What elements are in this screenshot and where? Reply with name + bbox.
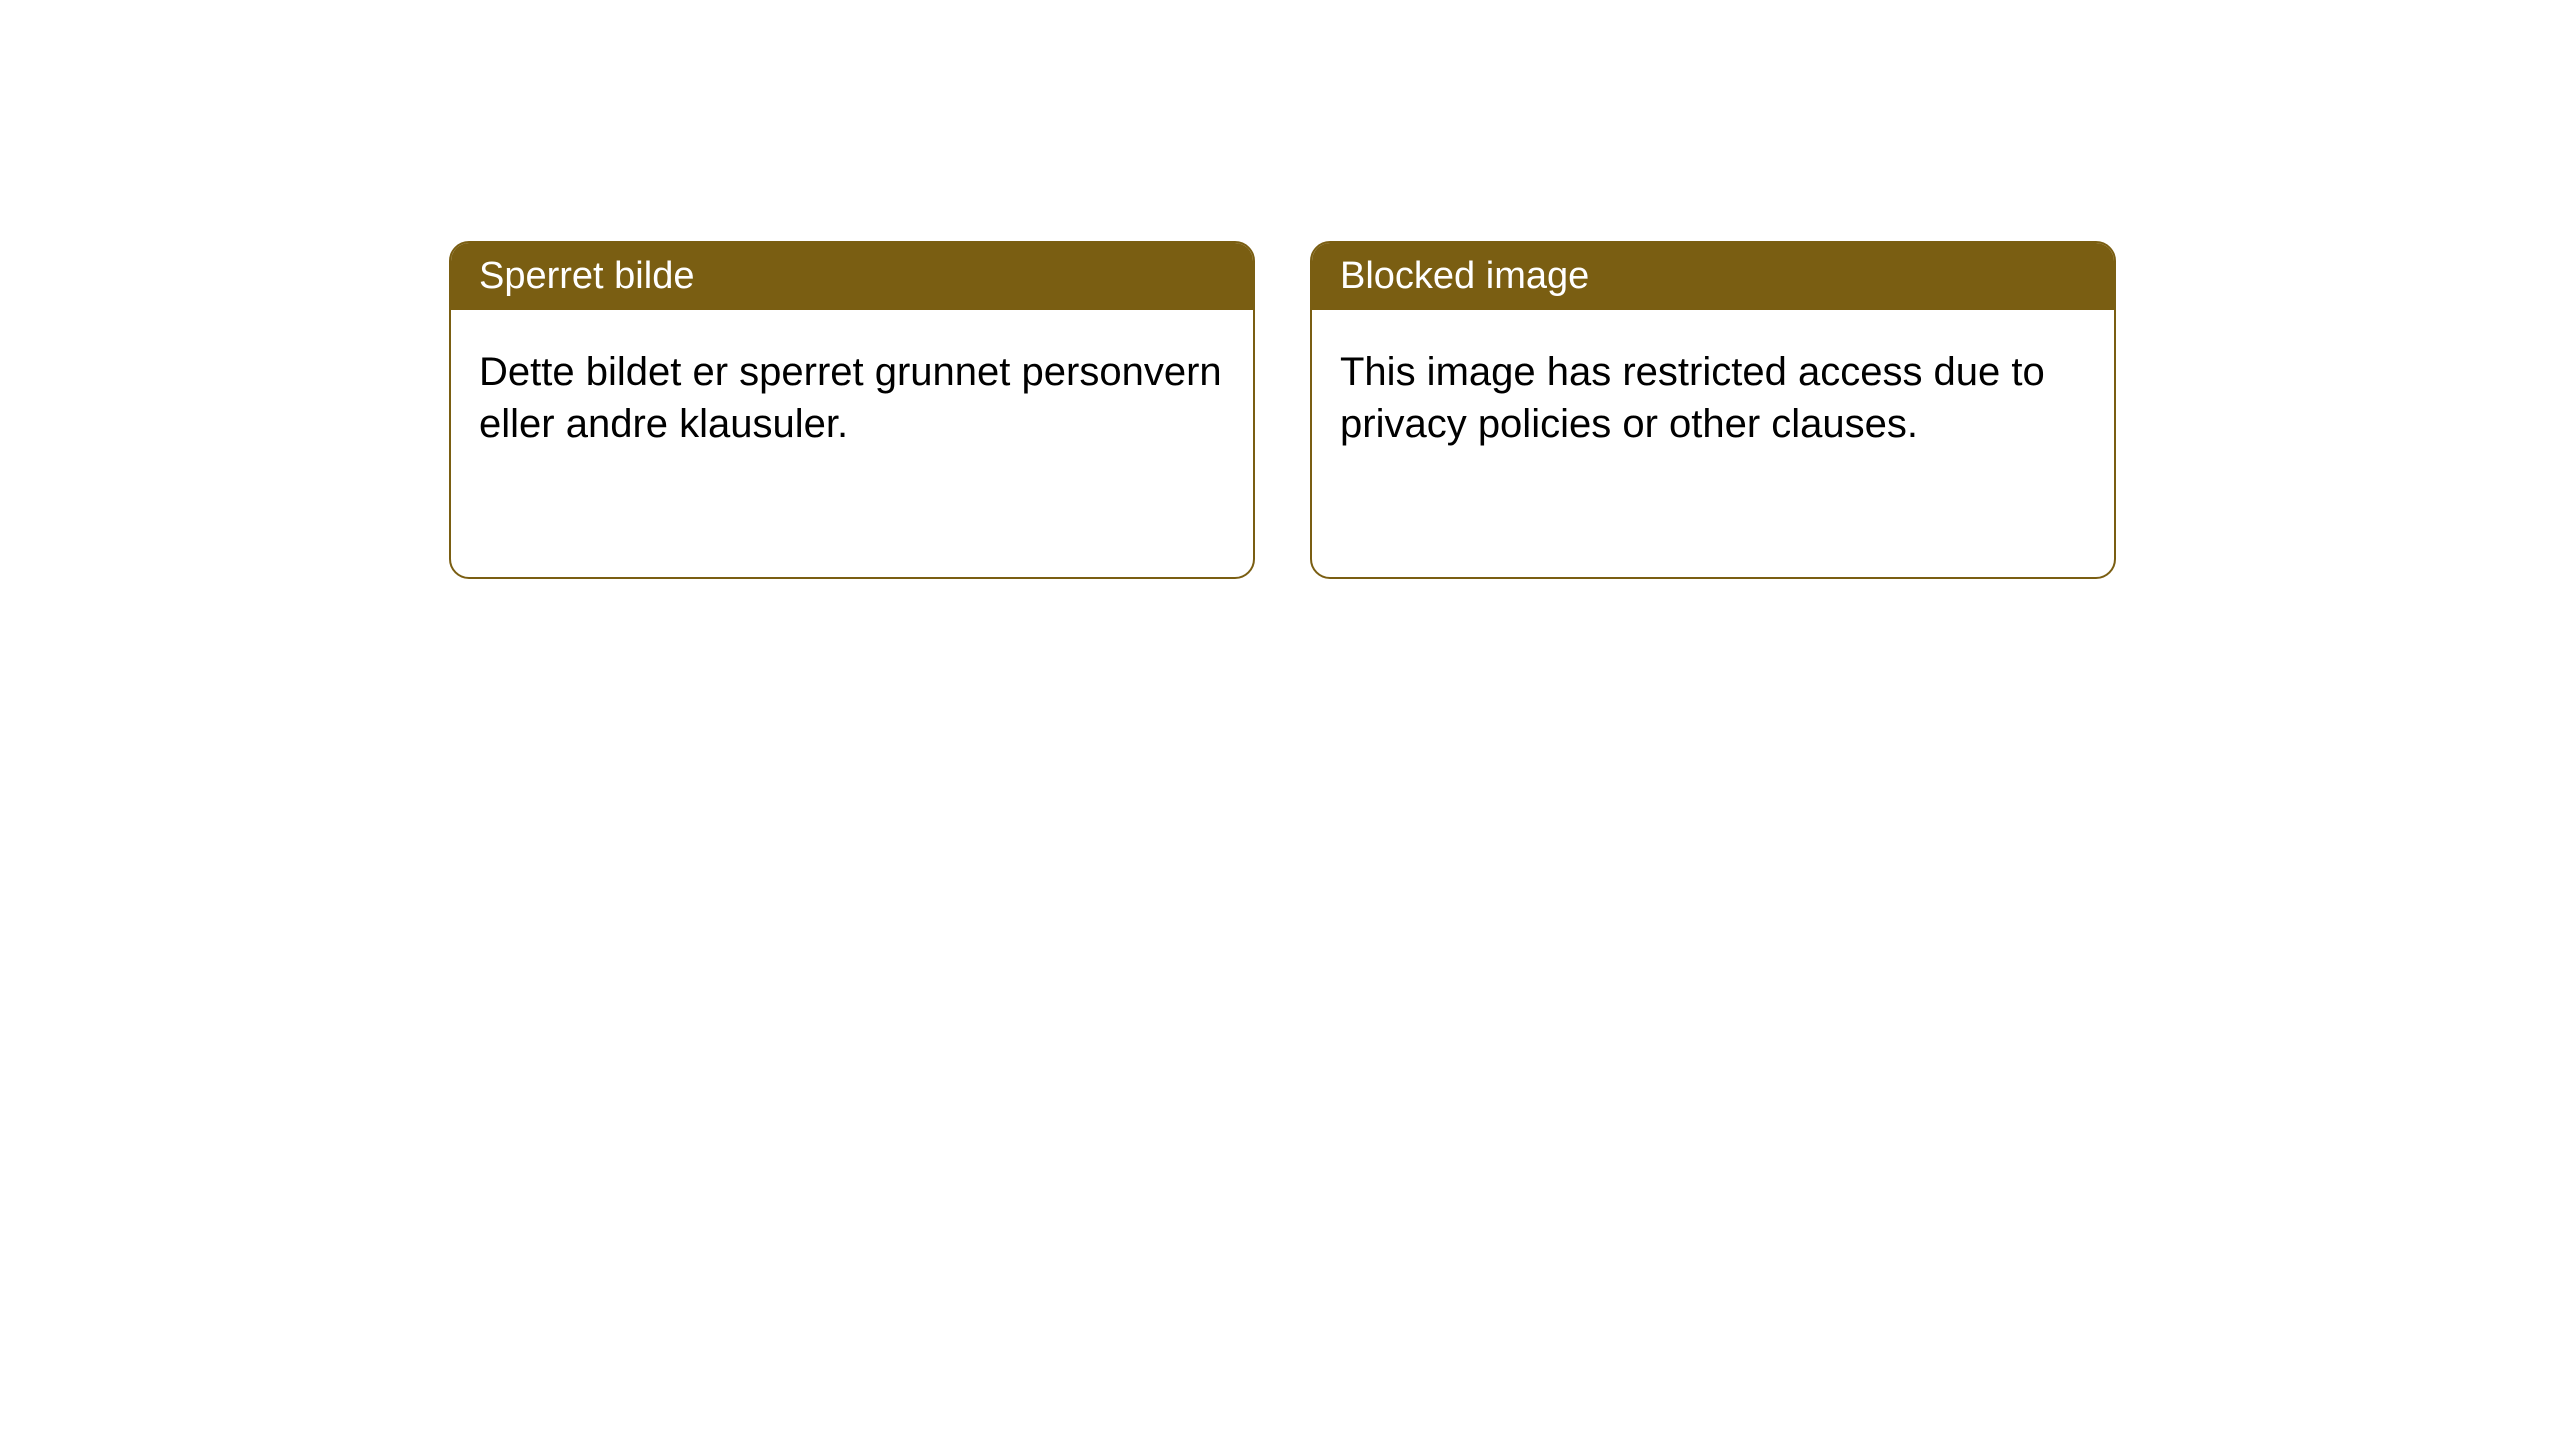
notice-body: Dette bildet er sperret grunnet personve… (451, 310, 1253, 486)
notice-card-english: Blocked image This image has restricted … (1310, 241, 2116, 579)
notice-body: This image has restricted access due to … (1312, 310, 2114, 486)
notice-header: Sperret bilde (451, 243, 1253, 310)
notice-header: Blocked image (1312, 243, 2114, 310)
notice-container: Sperret bilde Dette bildet er sperret gr… (0, 0, 2560, 579)
notice-card-norwegian: Sperret bilde Dette bildet er sperret gr… (449, 241, 1255, 579)
